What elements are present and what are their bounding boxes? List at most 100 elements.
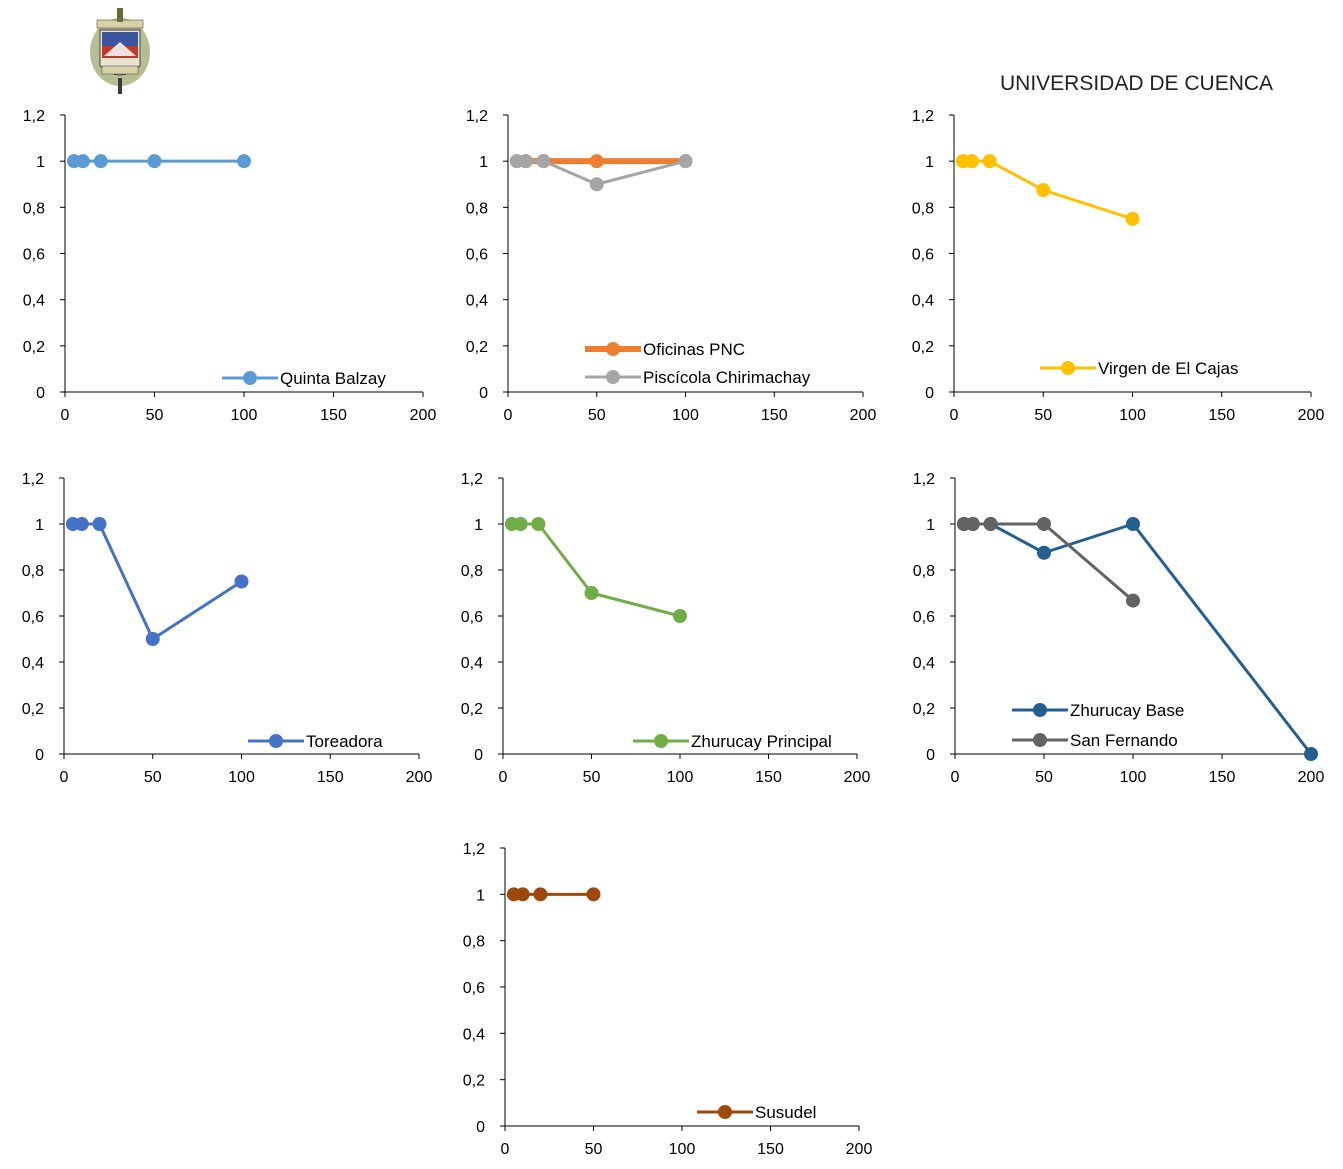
university-logo bbox=[80, 4, 160, 96]
chart-zhurucay-base-san-fernando: 0 0,2 0,4 0,6 0,8 1 1,2 0 50 100 150 200 Zhurucay Ba… bbox=[913, 471, 1325, 786]
y-tick-label: 1 bbox=[925, 154, 934, 171]
legend-marker bbox=[1061, 361, 1075, 375]
y-tick-label: 0,2 bbox=[912, 339, 934, 356]
legend-label: San Fernando bbox=[1070, 731, 1178, 750]
data-point bbox=[147, 154, 162, 169]
x-tick-label: 100 bbox=[231, 407, 258, 424]
y-tick-label: 1,2 bbox=[22, 471, 44, 488]
x-tick-label: 100 bbox=[1119, 407, 1146, 424]
data-point bbox=[533, 887, 548, 902]
data-point bbox=[983, 517, 998, 531]
y-tick-label: 0 bbox=[926, 747, 935, 764]
x-tick-label: 50 bbox=[144, 769, 162, 786]
y-tick-label: 0,6 bbox=[912, 247, 934, 264]
data-point bbox=[1036, 183, 1051, 198]
data-point bbox=[589, 177, 604, 192]
legend-marker bbox=[718, 1105, 732, 1119]
y-tick-label: 0 bbox=[474, 747, 483, 764]
chart-toreadora: 0 0,2 0,4 0,6 0,8 1 1,2 0 50 100 150 200 Toreadora bbox=[22, 471, 433, 786]
y-tick-label: 0,2 bbox=[463, 1073, 485, 1090]
y-tick-label: 0,2 bbox=[23, 339, 45, 356]
data-point bbox=[1304, 747, 1318, 761]
x-tick-label: 0 bbox=[61, 407, 70, 424]
header-title: UNIVERSIDAD DE CUENCA bbox=[1000, 72, 1274, 95]
x-tick-label: 200 bbox=[1298, 407, 1325, 424]
x-tick-label: 200 bbox=[1298, 769, 1325, 786]
x-tick-label: 150 bbox=[761, 407, 788, 424]
data-point bbox=[234, 574, 249, 589]
data-point bbox=[145, 632, 160, 646]
x-tick-label: 150 bbox=[755, 769, 782, 786]
legend-label: Zhurucay Principal bbox=[691, 732, 832, 751]
data-point bbox=[93, 154, 108, 169]
data-point bbox=[237, 154, 251, 169]
chart-zhurucay-principal: 0 0,2 0,4 0,6 0,8 1 1,2 0 50 100 150 200 Zhurucay Pr… bbox=[461, 471, 871, 786]
legend-label: Piscícola Chirimachay bbox=[643, 368, 811, 387]
y-tick-label: 1,2 bbox=[913, 471, 935, 488]
legend-label: Quinta Balzay bbox=[280, 369, 386, 388]
y-tick-label: 0,2 bbox=[22, 701, 44, 718]
x-tick-label: 0 bbox=[504, 407, 513, 424]
data-point bbox=[965, 517, 980, 531]
legend-label: Virgen de El Cajas bbox=[1098, 359, 1239, 378]
legend-label: Oficinas PNC bbox=[643, 340, 745, 359]
x-tick-label: 200 bbox=[846, 1141, 873, 1158]
chart-susudel: 0 0,2 0,4 0,6 0,8 1 1,2 0 50 100 150 200 Susudel bbox=[463, 841, 873, 1158]
series-line bbox=[963, 522, 1134, 602]
x-tick-label: 50 bbox=[1035, 769, 1053, 786]
x-tick-label: 150 bbox=[317, 769, 344, 786]
data-point bbox=[589, 154, 604, 169]
y-tick-label: 1 bbox=[36, 154, 45, 171]
series-line bbox=[72, 522, 243, 641]
y-tick-label: 0 bbox=[476, 1119, 485, 1136]
y-tick-label: 0,2 bbox=[913, 701, 935, 718]
y-tick-label: 0 bbox=[35, 747, 44, 764]
series-line bbox=[511, 522, 681, 618]
x-tick-label: 50 bbox=[588, 407, 606, 424]
y-tick-label: 0,6 bbox=[463, 980, 485, 997]
data-point bbox=[1126, 593, 1140, 608]
y-tick-label: 0,4 bbox=[913, 655, 935, 672]
legend-marker bbox=[269, 734, 283, 748]
y-tick-label: 0,4 bbox=[23, 293, 45, 310]
y-tick-label: 0,8 bbox=[913, 563, 935, 580]
x-tick-label: 50 bbox=[146, 407, 164, 424]
data-point bbox=[673, 609, 687, 623]
y-tick-label: 0,6 bbox=[461, 609, 483, 626]
data-point bbox=[1037, 545, 1051, 560]
y-tick-label: 0,8 bbox=[22, 563, 44, 580]
legend-marker bbox=[606, 342, 620, 356]
chart-oficinas-piscicola: 0 0,2 0,4 0,6 0,8 1 1,2 0 50 100 150 200 Oficinas PN… bbox=[466, 108, 877, 424]
x-tick-label: 0 bbox=[951, 769, 960, 786]
x-tick-label: 50 bbox=[583, 769, 601, 786]
x-tick-label: 200 bbox=[410, 407, 437, 424]
y-tick-label: 0,4 bbox=[466, 293, 488, 310]
x-tick-label: 200 bbox=[844, 769, 871, 786]
x-tick-label: 0 bbox=[501, 1141, 510, 1158]
data-point bbox=[1037, 517, 1051, 531]
y-tick-label: 0,6 bbox=[913, 609, 935, 626]
data-point bbox=[964, 154, 979, 169]
y-tick-label: 0,4 bbox=[22, 655, 44, 672]
x-tick-label: 100 bbox=[669, 1141, 696, 1158]
data-point bbox=[1125, 211, 1140, 226]
y-tick-label: 0,4 bbox=[461, 655, 483, 672]
legend-label: Susudel bbox=[755, 1103, 816, 1122]
y-tick-label: 0,8 bbox=[466, 200, 488, 217]
x-tick-label: 150 bbox=[757, 1141, 784, 1158]
data-point bbox=[518, 154, 533, 169]
y-tick-label: 1,2 bbox=[912, 108, 934, 125]
y-tick-label: 1,2 bbox=[461, 471, 483, 488]
data-point bbox=[678, 154, 693, 169]
legend-label: Toreadora bbox=[306, 732, 383, 751]
x-tick-label: 100 bbox=[228, 769, 255, 786]
x-tick-label: 200 bbox=[850, 407, 877, 424]
y-tick-label: 0 bbox=[479, 385, 488, 402]
legend-label: Zhurucay Base bbox=[1070, 701, 1184, 720]
y-tick-label: 1 bbox=[479, 154, 488, 171]
x-tick-label: 150 bbox=[320, 407, 347, 424]
y-tick-label: 0,6 bbox=[22, 609, 44, 626]
data-point bbox=[74, 517, 89, 531]
y-tick-label: 1 bbox=[476, 887, 485, 904]
y-tick-label: 0,8 bbox=[461, 563, 483, 580]
